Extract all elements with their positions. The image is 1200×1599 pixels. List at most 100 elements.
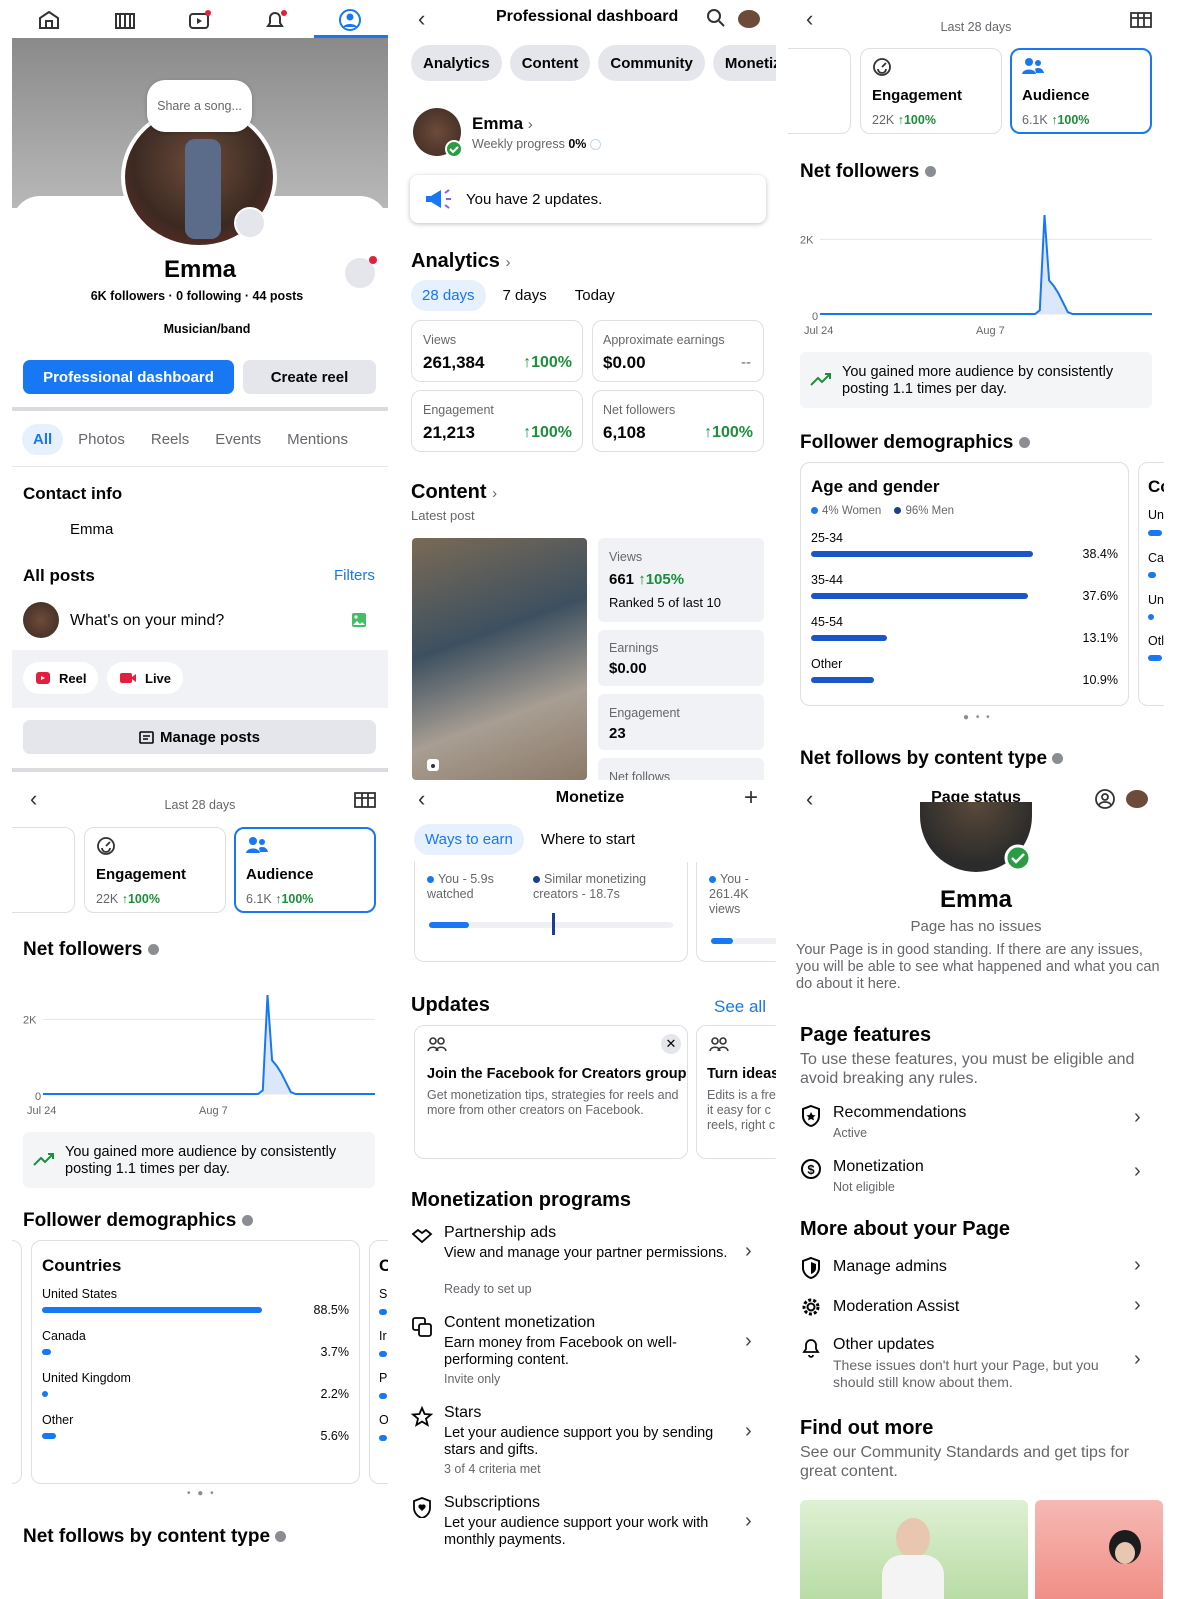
- back-arrow-icon[interactable]: ‹: [30, 786, 38, 811]
- trending-up-icon: [33, 1153, 54, 1166]
- range-tab-today[interactable]: Today: [574, 287, 615, 304]
- add-icon[interactable]: +: [744, 784, 759, 811]
- card-value-row: 22K ↑100%: [872, 113, 936, 127]
- feature-row-recommendations[interactable]: Recommendations Active ›: [800, 1100, 1150, 1146]
- tab-events[interactable]: Events: [215, 431, 262, 448]
- manage-posts-button[interactable]: Manage posts: [23, 720, 376, 754]
- more-row-manage-admins[interactable]: Manage admins ›: [800, 1254, 1150, 1286]
- metric-change: ↑100%: [523, 424, 572, 441]
- live-chip[interactable]: Live: [107, 662, 184, 694]
- feature-status: Not eligible: [833, 1180, 895, 1194]
- avatar-small[interactable]: [1126, 790, 1148, 808]
- pill-monetize[interactable]: Monetize: [712, 45, 776, 81]
- tab-mentions[interactable]: Mentions: [287, 431, 348, 448]
- tab-photos[interactable]: Photos: [78, 431, 125, 448]
- content-title[interactable]: Content ›: [411, 481, 498, 503]
- info-icon[interactable]: [1018, 437, 1030, 449]
- pill-content[interactable]: Content: [509, 45, 591, 81]
- updates-banner-text: You have 2 updates.: [466, 190, 603, 208]
- overview-card-partial[interactable]: [12, 827, 75, 913]
- views-track: [711, 938, 776, 944]
- tab-where-to-start[interactable]: Where to start: [540, 831, 636, 848]
- see-all-link[interactable]: See all: [714, 997, 766, 1016]
- update-card-creators-group[interactable]: ✕ Join the Facebook for Creators group G…: [414, 1025, 688, 1159]
- pill-analytics[interactable]: Analytics: [411, 45, 502, 81]
- profile-switch-icon[interactable]: [1094, 788, 1116, 810]
- video-icon[interactable]: [188, 10, 212, 30]
- home-icon[interactable]: [38, 10, 60, 30]
- reel-chip[interactable]: Reel: [23, 662, 99, 694]
- filters-link[interactable]: Filters: [334, 567, 375, 584]
- tips-illustration-1[interactable]: [800, 1500, 1028, 1599]
- back-arrow-icon[interactable]: ‹: [418, 786, 426, 811]
- back-arrow-icon[interactable]: ‹: [418, 6, 426, 31]
- avatar-camera-button[interactable]: [234, 207, 266, 239]
- feature-row-monetization[interactable]: $ Monetization Not eligible ›: [800, 1154, 1150, 1200]
- table-view-icon[interactable]: [354, 792, 376, 808]
- update-card-edits[interactable]: Turn ideas Edits is a fre it easy for c …: [696, 1025, 776, 1159]
- avatar-small[interactable]: [738, 10, 760, 28]
- metric-card-engagement[interactable]: Engagement 21,213 ↑100%: [411, 390, 583, 452]
- photo-icon[interactable]: [351, 612, 367, 628]
- composer-avatar[interactable]: [23, 602, 59, 638]
- date-range-header[interactable]: Last 28 days: [164, 798, 236, 812]
- views-bar: [711, 938, 733, 944]
- info-icon[interactable]: [1052, 753, 1064, 765]
- story-ring-button[interactable]: [345, 256, 377, 288]
- people-icon: [246, 837, 268, 853]
- info-icon[interactable]: [275, 1531, 287, 1543]
- search-icon[interactable]: [706, 8, 726, 28]
- program-row[interactable]: Stars Let your audience support you by s…: [411, 1404, 767, 1488]
- card-value: 6.1K: [1022, 113, 1048, 127]
- x-tick-label: Aug 7: [199, 1105, 228, 1117]
- info-icon[interactable]: [924, 166, 936, 178]
- range-tab-28[interactable]: 28 days: [411, 280, 486, 311]
- back-arrow-icon[interactable]: ‹: [806, 786, 814, 811]
- dismiss-button[interactable]: ✕: [661, 1034, 681, 1054]
- metric-card-views[interactable]: Views 261,384 ↑100%: [411, 320, 583, 382]
- analytics-title[interactable]: Analytics ›: [411, 250, 511, 272]
- notifications-icon[interactable]: [264, 10, 288, 30]
- store-icon[interactable]: [114, 10, 136, 30]
- program-row[interactable]: Content monetization Earn money from Fac…: [411, 1314, 767, 1398]
- composer-input[interactable]: What's on your mind?: [70, 612, 225, 629]
- pill-community[interactable]: Community: [598, 45, 705, 81]
- info-icon[interactable]: [241, 1215, 253, 1227]
- back-arrow-icon[interactable]: ‹: [806, 6, 814, 31]
- date-range-header[interactable]: Last 28 days: [940, 20, 1012, 34]
- tab-ways-to-earn[interactable]: Ways to earn: [414, 824, 524, 855]
- tab-reels[interactable]: Reels: [150, 431, 190, 448]
- partial-bar: [1148, 530, 1162, 536]
- updates-banner[interactable]: You have 2 updates.: [410, 175, 766, 223]
- watch-time-card[interactable]: You - 5.9s watched Similar monetizing cr…: [414, 862, 688, 962]
- metric-change: ↑100%: [704, 424, 753, 441]
- engagement-card[interactable]: Engagement 22K ↑100%: [860, 48, 1002, 134]
- tab-all[interactable]: All: [22, 424, 64, 455]
- audience-card[interactable]: Audience 6.1K ↑100%: [234, 827, 376, 913]
- range-tab-7[interactable]: 7 days: [502, 287, 547, 304]
- overview-card-partial[interactable]: [788, 48, 851, 134]
- age-row-label: 25-34: [811, 531, 843, 545]
- more-row-other-updates[interactable]: Other updates These issues don't hurt yo…: [800, 1334, 1150, 1390]
- profile-tab-icon[interactable]: [338, 8, 362, 32]
- professional-dashboard-button[interactable]: Professional dashboard: [23, 360, 234, 394]
- program-row[interactable]: Partnership ads View and manage your par…: [411, 1224, 767, 1308]
- more-row-moderation-assist[interactable]: Moderation Assist ›: [800, 1294, 1150, 1326]
- create-reel-button[interactable]: Create reel: [243, 360, 376, 394]
- metric-card-earnings[interactable]: Approximate earnings $0.00 --: [592, 320, 764, 382]
- monetize-panel: ‹ Monetize + Ways to earn Where to start…: [400, 782, 776, 1599]
- dashboard-user-name[interactable]: Emma ›: [472, 114, 533, 133]
- metric-card-net-followers[interactable]: Net followers 6,108 ↑100%: [592, 390, 764, 452]
- share-song-bubble[interactable]: Share a song...: [147, 80, 252, 132]
- countries-card: Countries United States 88.5% Canada 3.7%…: [31, 1240, 360, 1484]
- info-icon[interactable]: [147, 944, 159, 956]
- tips-illustration-2[interactable]: [1035, 1500, 1163, 1599]
- age-row-value: 38.4%: [1082, 547, 1118, 561]
- program-row[interactable]: Subscriptions Let your audience support …: [411, 1494, 767, 1578]
- views-card-partial[interactable]: You - 261.4K views: [696, 862, 776, 962]
- dashboard-avatar[interactable]: [413, 108, 463, 158]
- engagement-card[interactable]: Engagement 22K ↑100%: [84, 827, 226, 913]
- audience-card[interactable]: Audience 6.1K ↑100%: [1010, 48, 1152, 134]
- latest-post-thumbnail[interactable]: [412, 538, 587, 780]
- table-view-icon[interactable]: [1130, 12, 1152, 28]
